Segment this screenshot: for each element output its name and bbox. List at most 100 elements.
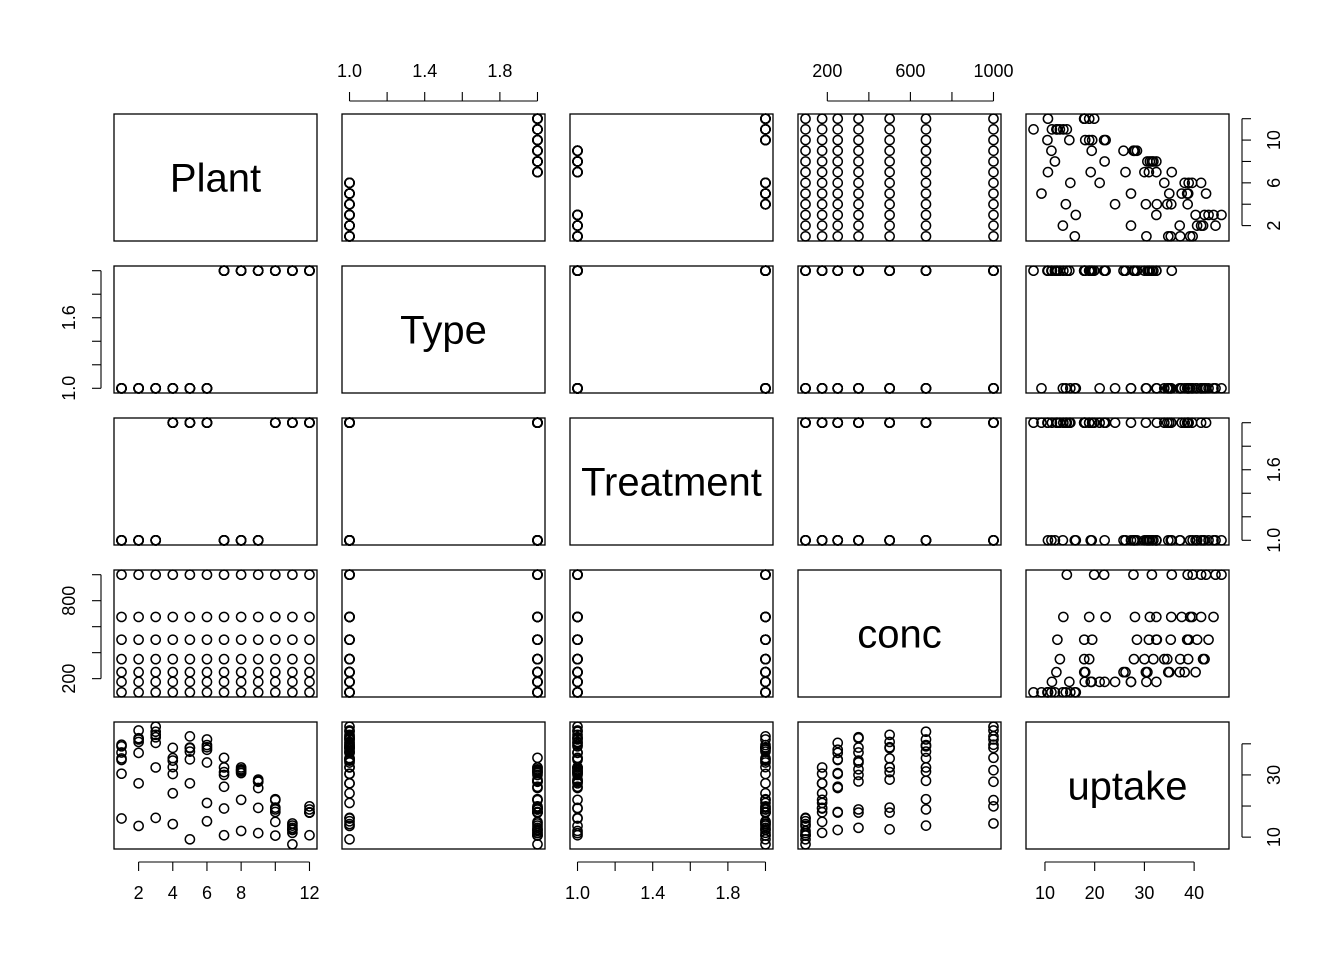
data-point (184, 731, 196, 742)
data-point (816, 124, 828, 135)
data-point (800, 812, 811, 824)
data-point (920, 762, 932, 773)
data-point (532, 752, 543, 764)
data-point (344, 177, 355, 189)
data-point (572, 666, 583, 678)
data-point (1163, 417, 1175, 429)
data-point (344, 787, 355, 799)
data-point (988, 534, 999, 546)
data-point (235, 825, 247, 837)
panel-uptake-vs-conc (797, 721, 1002, 850)
data-point (116, 569, 127, 581)
data-point (287, 417, 298, 429)
data-point (287, 824, 298, 835)
data-point (252, 653, 264, 665)
data-point (884, 177, 895, 189)
data-point (532, 686, 543, 698)
data-point (218, 686, 230, 698)
data-point (184, 754, 196, 765)
data-point (1125, 382, 1137, 394)
tick-label: 6 (202, 883, 212, 903)
data-point (235, 762, 247, 773)
data-point (853, 156, 864, 167)
data-point (1061, 124, 1073, 135)
data-point (1028, 124, 1039, 135)
data-point (760, 113, 771, 125)
data-point (884, 774, 895, 785)
data-point (853, 188, 864, 199)
data-point (1208, 209, 1219, 221)
data-point (235, 611, 247, 623)
data-point (167, 666, 179, 678)
data-point (760, 686, 771, 698)
data-point (920, 230, 932, 242)
panel-frame (341, 113, 546, 242)
tick-label: 1.8 (487, 61, 512, 81)
tick-label: 2 (1264, 221, 1284, 231)
data-point (1088, 113, 1100, 125)
data-point (1088, 265, 1100, 277)
data-point (853, 230, 864, 242)
data-point (760, 676, 771, 688)
data-point (167, 382, 179, 394)
data-point (1150, 676, 1162, 688)
panel-frame (569, 721, 774, 850)
data-point (269, 802, 281, 813)
data-point (884, 265, 895, 277)
data-point (532, 145, 543, 157)
data-point (1054, 653, 1066, 665)
data-point (1176, 417, 1188, 429)
data-point (920, 804, 932, 815)
data-point (167, 417, 179, 429)
panel-frame (1025, 265, 1230, 394)
data-point (884, 534, 895, 546)
data-point (218, 653, 230, 665)
panel-conc-vs-type (341, 569, 546, 698)
data-point (572, 166, 583, 178)
panel-frame (797, 265, 1002, 394)
data-point (150, 762, 162, 773)
data-point (150, 534, 162, 546)
data-point (344, 220, 355, 231)
data-point (116, 813, 127, 824)
data-point (1063, 134, 1075, 146)
data-point (1187, 534, 1198, 546)
data-point (1150, 265, 1162, 277)
data-point (1200, 417, 1212, 429)
data-point (532, 653, 543, 665)
data-point (1125, 220, 1137, 231)
variable-label-uptake: uptake (1067, 765, 1187, 809)
data-point (201, 611, 213, 623)
data-point (133, 534, 144, 546)
data-point (1079, 676, 1091, 688)
data-point (150, 653, 162, 665)
data-point (116, 739, 127, 751)
data-point (800, 209, 811, 221)
data-point (988, 764, 999, 776)
data-point (133, 634, 144, 646)
data-point (1176, 382, 1188, 394)
data-point (988, 198, 999, 210)
panel-frame (797, 721, 1002, 850)
data-point (832, 198, 844, 210)
data-point (344, 417, 355, 429)
data-point (1094, 417, 1106, 429)
data-point (184, 611, 196, 623)
data-point (1183, 382, 1195, 394)
data-point (269, 611, 281, 623)
data-point (800, 534, 811, 546)
axis-left-type: 1.0 1.6 (59, 270, 102, 401)
data-point (884, 762, 895, 773)
data-point (1190, 666, 1201, 678)
data-point (1042, 686, 1054, 698)
data-point (816, 265, 828, 277)
data-point (133, 653, 144, 665)
data-point (1158, 177, 1170, 189)
data-point (920, 382, 932, 394)
data-point (287, 611, 298, 623)
data-point (988, 209, 999, 221)
tick-label: 1.0 (59, 376, 79, 401)
data-point (572, 726, 583, 738)
data-point (150, 726, 162, 738)
data-point (304, 611, 315, 623)
